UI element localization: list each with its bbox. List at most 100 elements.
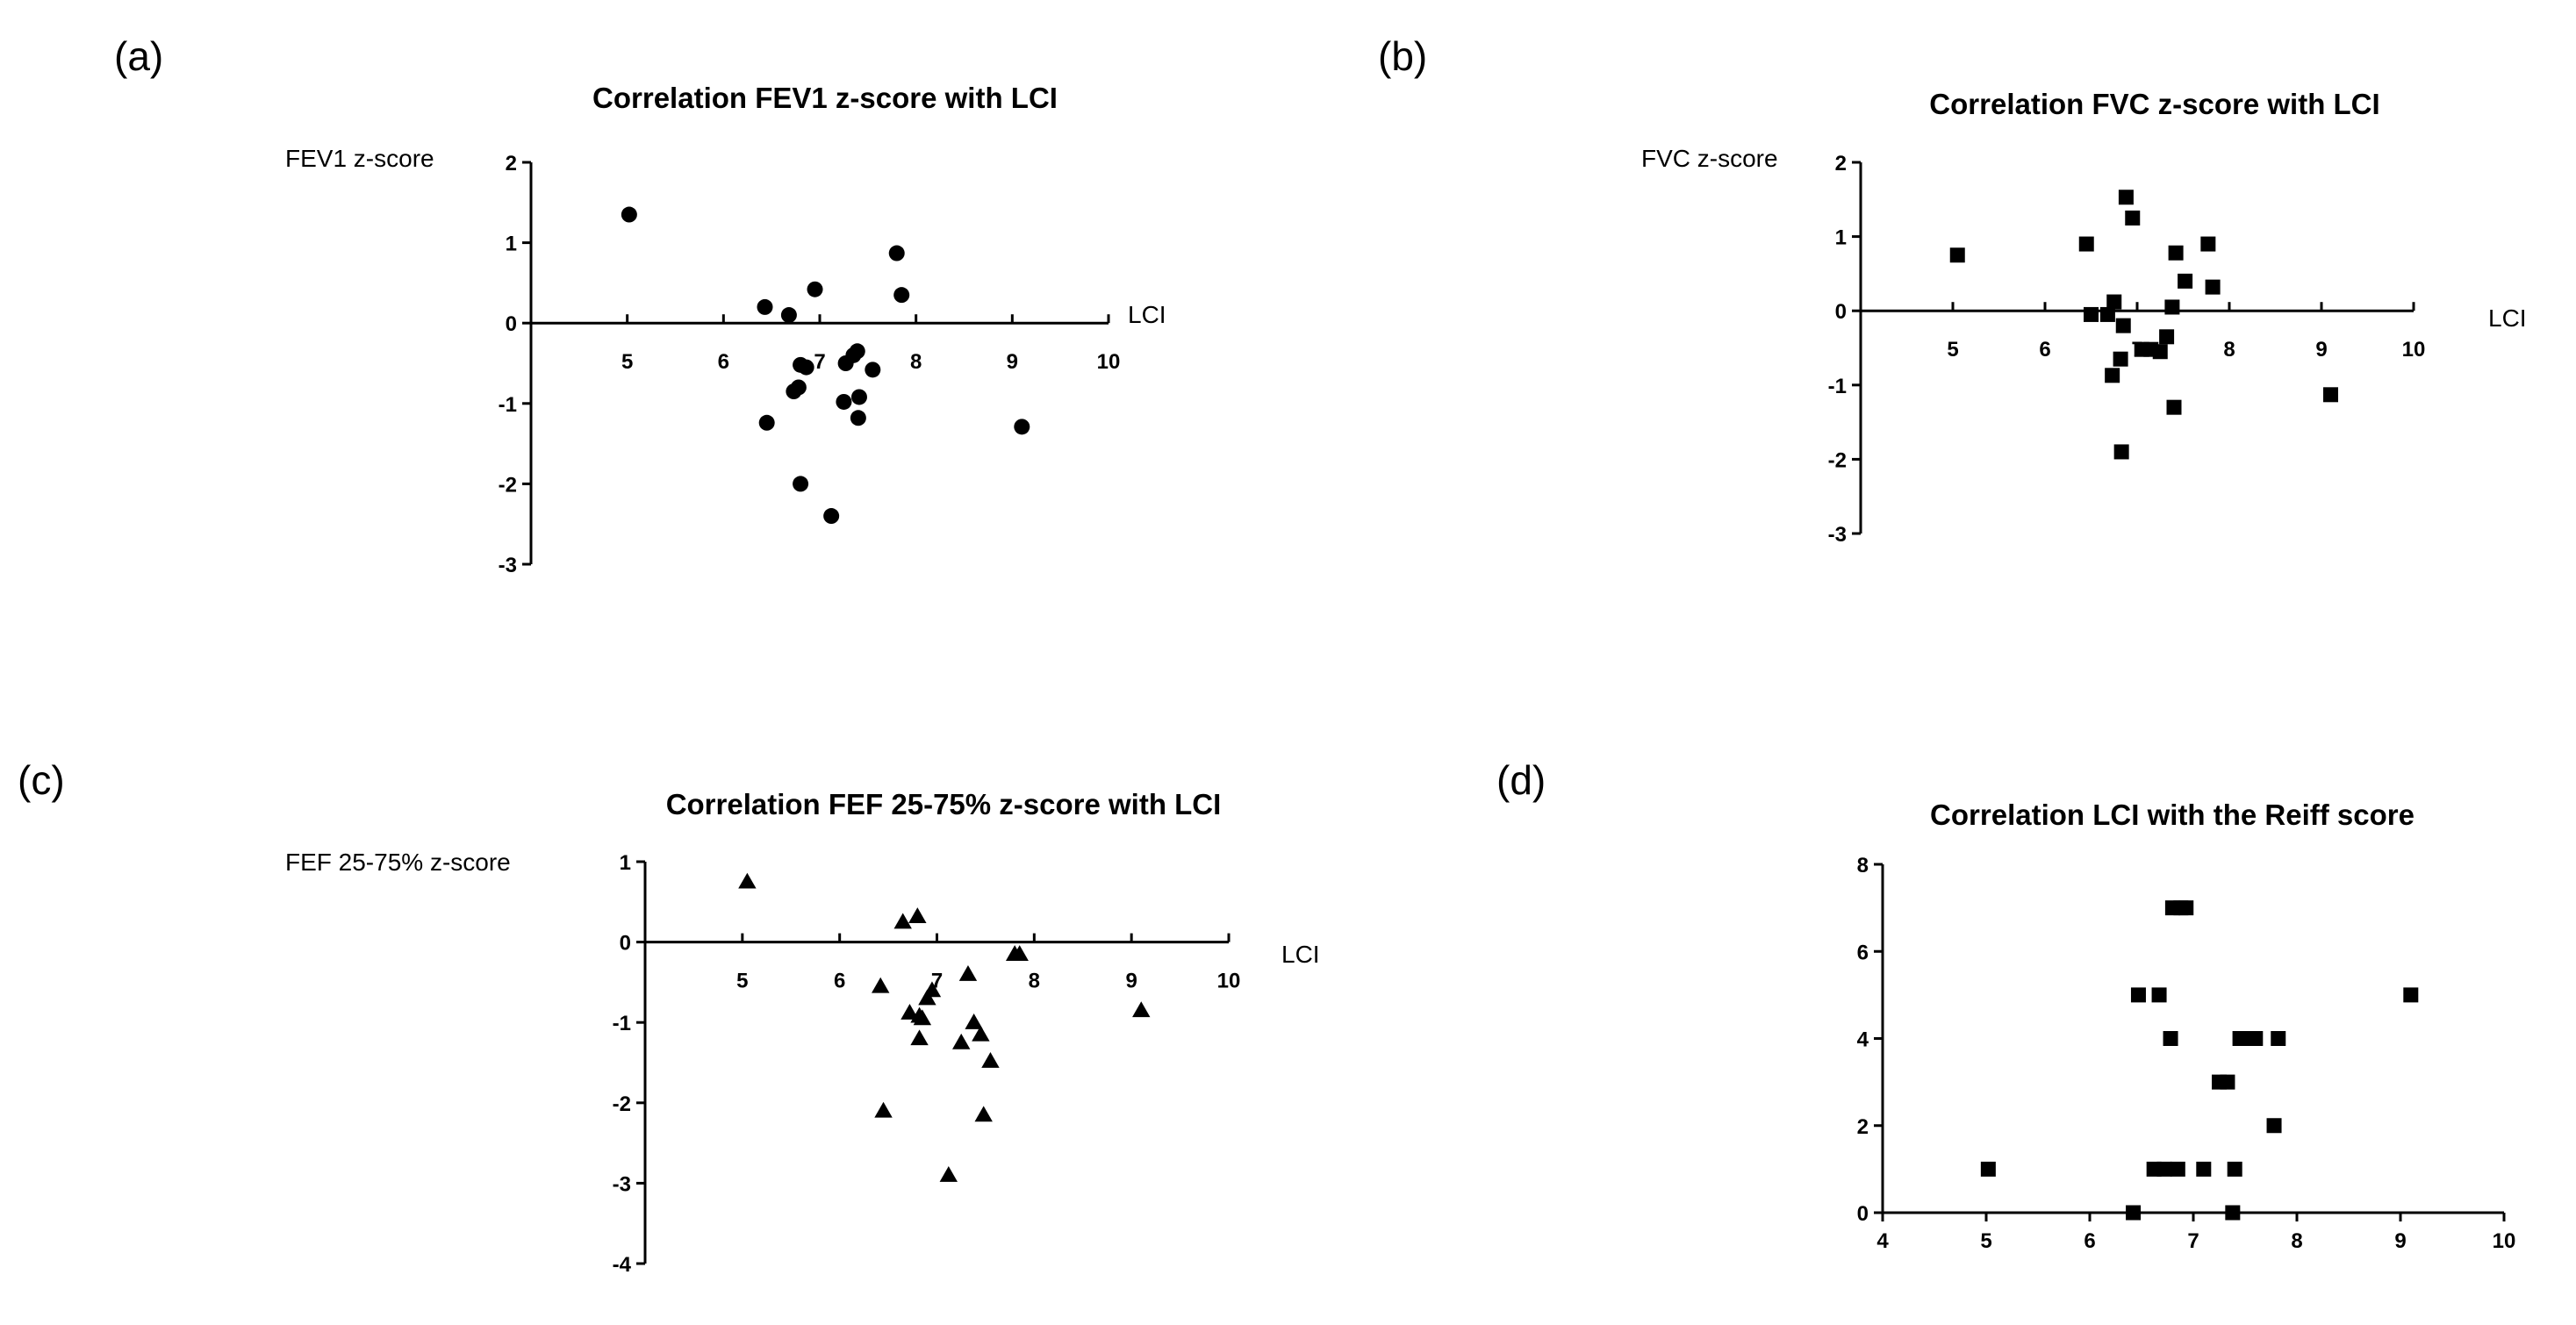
panel-d-plot: 0 2 4 6 8 4 5 6 7 8 9 10 [1857, 854, 2516, 1253]
data-point [974, 1106, 993, 1122]
data-point [2266, 1118, 2282, 1134]
y-tick-label: 6 [1857, 941, 1869, 964]
data-point [2115, 318, 2131, 333]
y-tick-label: -2 [499, 473, 517, 497]
data-point [2196, 1161, 2212, 1177]
x-tick-label: 5 [736, 970, 748, 993]
x-tick-label: 6 [834, 970, 845, 993]
data-point [2205, 279, 2221, 295]
data-point [2170, 1161, 2185, 1177]
data-point [2156, 1161, 2172, 1177]
data-point [910, 1029, 929, 1046]
x-tick-label: 9 [2394, 1229, 2406, 1253]
data-point [2113, 351, 2128, 367]
x-tick-label: 8 [2291, 1229, 2302, 1253]
data-point [2130, 987, 2146, 1003]
data-point [893, 913, 912, 929]
x-tick-label: 9 [1125, 970, 1137, 993]
y-tick-label: -1 [1828, 375, 1847, 398]
data-point [849, 343, 865, 360]
panel-c-title: Correlation FEF 25-75% z-score with LCI [666, 788, 1222, 820]
data-point [2113, 444, 2129, 460]
x-tick-label: 10 [1097, 350, 1121, 374]
data-point [836, 393, 852, 410]
y-tick-label: 2 [1857, 1115, 1869, 1139]
data-point [2168, 245, 2184, 261]
y-tick-label: -3 [1828, 523, 1847, 547]
data-point [823, 508, 840, 525]
y-tick-label: -3 [499, 554, 517, 577]
panel-a-ylabel: FEV1 z-score [285, 145, 434, 172]
panel-a-xlabel: LCI [1128, 301, 1166, 328]
y-tick-label: 0 [1835, 300, 1847, 324]
data-point [738, 872, 757, 889]
x-tick-label: 6 [2084, 1229, 2095, 1253]
data-point [2225, 1205, 2241, 1221]
data-point [2173, 900, 2189, 916]
x-tick-label: 6 [2039, 338, 2050, 362]
y-tick-label: -1 [499, 393, 517, 417]
data-point [965, 1013, 983, 1029]
data-point [2078, 236, 2094, 252]
data-point [780, 307, 797, 324]
data-point [2323, 387, 2338, 403]
panel-b-title: Correlation FVC z-score with LCI [1929, 88, 2379, 120]
x-tick-label: 7 [2187, 1229, 2199, 1253]
data-point [893, 287, 910, 304]
x-tick-label: 5 [621, 350, 633, 374]
panel-c-label: (c) [18, 757, 65, 803]
y-tick-label: -3 [613, 1172, 631, 1196]
data-point [1014, 419, 1030, 435]
x-tick-label: 6 [718, 350, 729, 374]
x-tick-label: 10 [1217, 970, 1241, 993]
data-point [2126, 1205, 2142, 1221]
panel-c: (c) Correlation FEF 25-75% z-score with … [18, 757, 1320, 1277]
data-point [908, 907, 927, 923]
x-tick-label: 10 [2493, 1229, 2516, 1253]
data-point [2125, 210, 2141, 226]
data-point [757, 298, 773, 315]
data-point [2403, 987, 2419, 1003]
data-point [798, 359, 814, 376]
data-point [2159, 329, 2175, 345]
panel-a-label: (a) [114, 33, 163, 79]
data-point [913, 1009, 932, 1026]
data-point [850, 410, 866, 426]
panel-b-label: (b) [1378, 33, 1427, 79]
data-point [872, 977, 890, 993]
data-point [2227, 1161, 2242, 1177]
data-point [939, 1166, 958, 1182]
data-point [2271, 1031, 2286, 1046]
data-point [1980, 1161, 1996, 1177]
data-point [2164, 299, 2180, 315]
data-point [2248, 1031, 2264, 1046]
data-point [786, 383, 802, 400]
data-point [865, 362, 881, 378]
data-point [952, 1033, 971, 1049]
y-tick-label: 2 [1835, 152, 1847, 175]
panel-b-ylabel: FVC z-score [1641, 145, 1778, 172]
panel-b-xlabel: LCI [2488, 304, 2527, 332]
data-point [981, 1051, 1000, 1068]
data-point [2220, 1074, 2235, 1090]
panel-a-plot: -3 -2 -1 0 1 2 5 6 7 8 9 10 [499, 152, 1121, 577]
x-tick-label: 8 [910, 350, 922, 374]
data-point [850, 389, 867, 405]
x-tick-label: 5 [1980, 1229, 1991, 1253]
panel-a-title: Correlation FEV1 z-score with LCI [592, 82, 1058, 114]
data-point [2163, 1031, 2178, 1046]
y-tick-label: -1 [613, 1012, 631, 1035]
panel-c-xlabel: LCI [1281, 941, 1320, 968]
panel-d-label: (d) [1496, 757, 1546, 803]
data-point [2099, 306, 2115, 322]
data-point [888, 245, 905, 261]
y-tick-label: 1 [1835, 226, 1847, 250]
y-tick-label: 0 [506, 312, 517, 336]
x-tick-label: 9 [1007, 350, 1018, 374]
data-point [1005, 945, 1024, 961]
x-tick-label: 8 [1029, 970, 1040, 993]
data-point [2084, 306, 2099, 322]
y-tick-label: -4 [613, 1253, 632, 1277]
